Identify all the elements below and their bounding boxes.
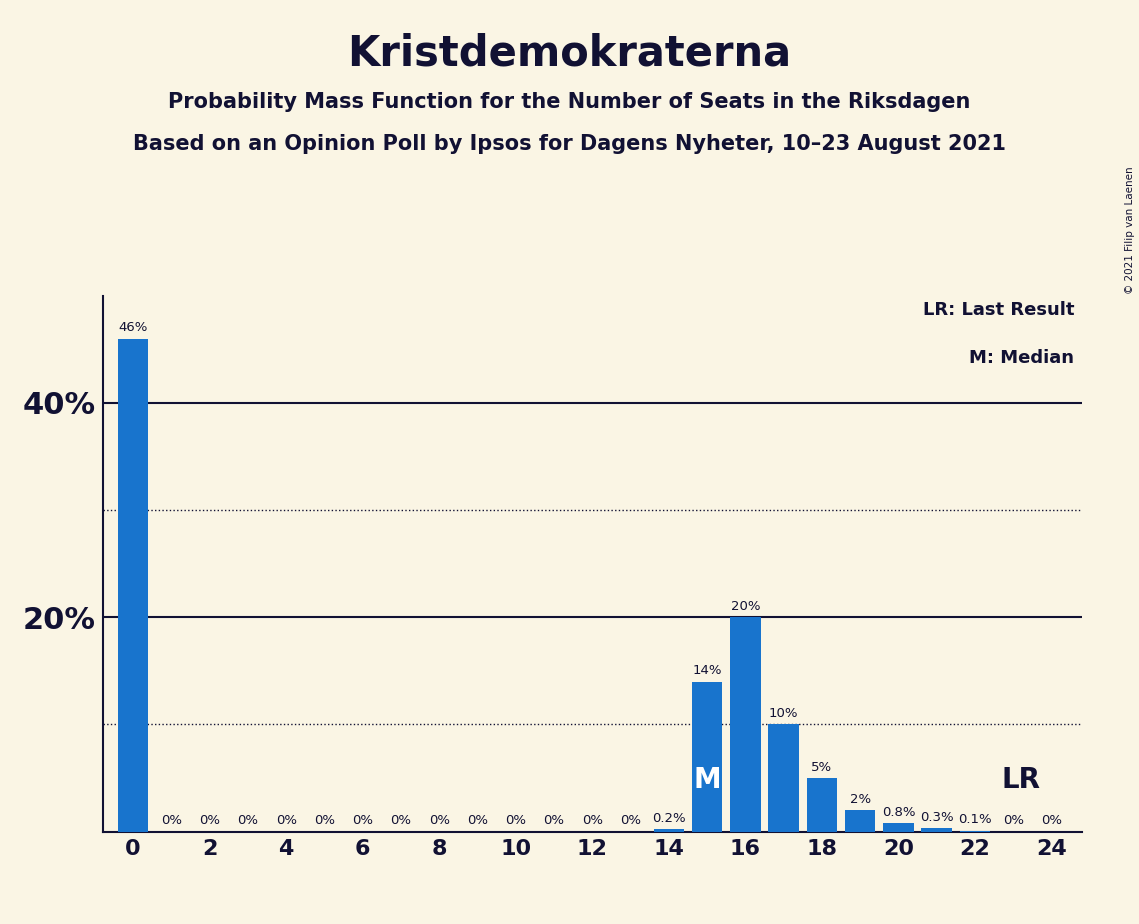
Text: 20%: 20% (730, 600, 760, 613)
Text: LR: LR (1001, 766, 1040, 794)
Text: 0%: 0% (1041, 814, 1062, 827)
Text: 0%: 0% (199, 814, 220, 827)
Bar (921, 829, 952, 832)
Bar (117, 338, 148, 832)
Text: 0%: 0% (620, 814, 641, 827)
Bar (883, 823, 913, 832)
Bar (806, 778, 837, 832)
Text: 0%: 0% (467, 814, 487, 827)
Text: 14%: 14% (693, 664, 722, 677)
Bar (691, 682, 722, 832)
Text: M: Median: M: Median (969, 349, 1074, 367)
Text: M: M (694, 766, 721, 794)
Text: Probability Mass Function for the Number of Seats in the Riksdagen: Probability Mass Function for the Number… (169, 92, 970, 113)
Text: 0%: 0% (276, 814, 296, 827)
Text: 0%: 0% (352, 814, 374, 827)
Bar (730, 617, 761, 832)
Text: LR: Last Result: LR: Last Result (923, 301, 1074, 319)
Text: 10%: 10% (769, 707, 798, 720)
Text: 0%: 0% (161, 814, 182, 827)
Text: 0%: 0% (391, 814, 411, 827)
Text: 0%: 0% (582, 814, 603, 827)
Text: 0%: 0% (1002, 814, 1024, 827)
Bar (845, 810, 876, 832)
Bar (959, 831, 990, 832)
Text: 0%: 0% (314, 814, 335, 827)
Text: 0%: 0% (543, 814, 565, 827)
Text: 0.8%: 0.8% (882, 806, 915, 819)
Text: 0.1%: 0.1% (958, 813, 992, 826)
Bar (769, 724, 798, 832)
Text: Kristdemokraterna: Kristdemokraterna (347, 32, 792, 74)
Text: Based on an Opinion Poll by Ipsos for Dagens Nyheter, 10–23 August 2021: Based on an Opinion Poll by Ipsos for Da… (133, 134, 1006, 154)
Text: 46%: 46% (118, 322, 148, 334)
Text: 0%: 0% (506, 814, 526, 827)
Text: 0%: 0% (428, 814, 450, 827)
Bar (654, 830, 685, 832)
Text: 0.3%: 0.3% (920, 811, 953, 824)
Text: 0.2%: 0.2% (652, 812, 686, 825)
Text: 5%: 5% (811, 760, 833, 773)
Text: 0%: 0% (237, 814, 259, 827)
Text: 2%: 2% (850, 793, 870, 806)
Text: © 2021 Filip van Laenen: © 2021 Filip van Laenen (1125, 166, 1134, 294)
